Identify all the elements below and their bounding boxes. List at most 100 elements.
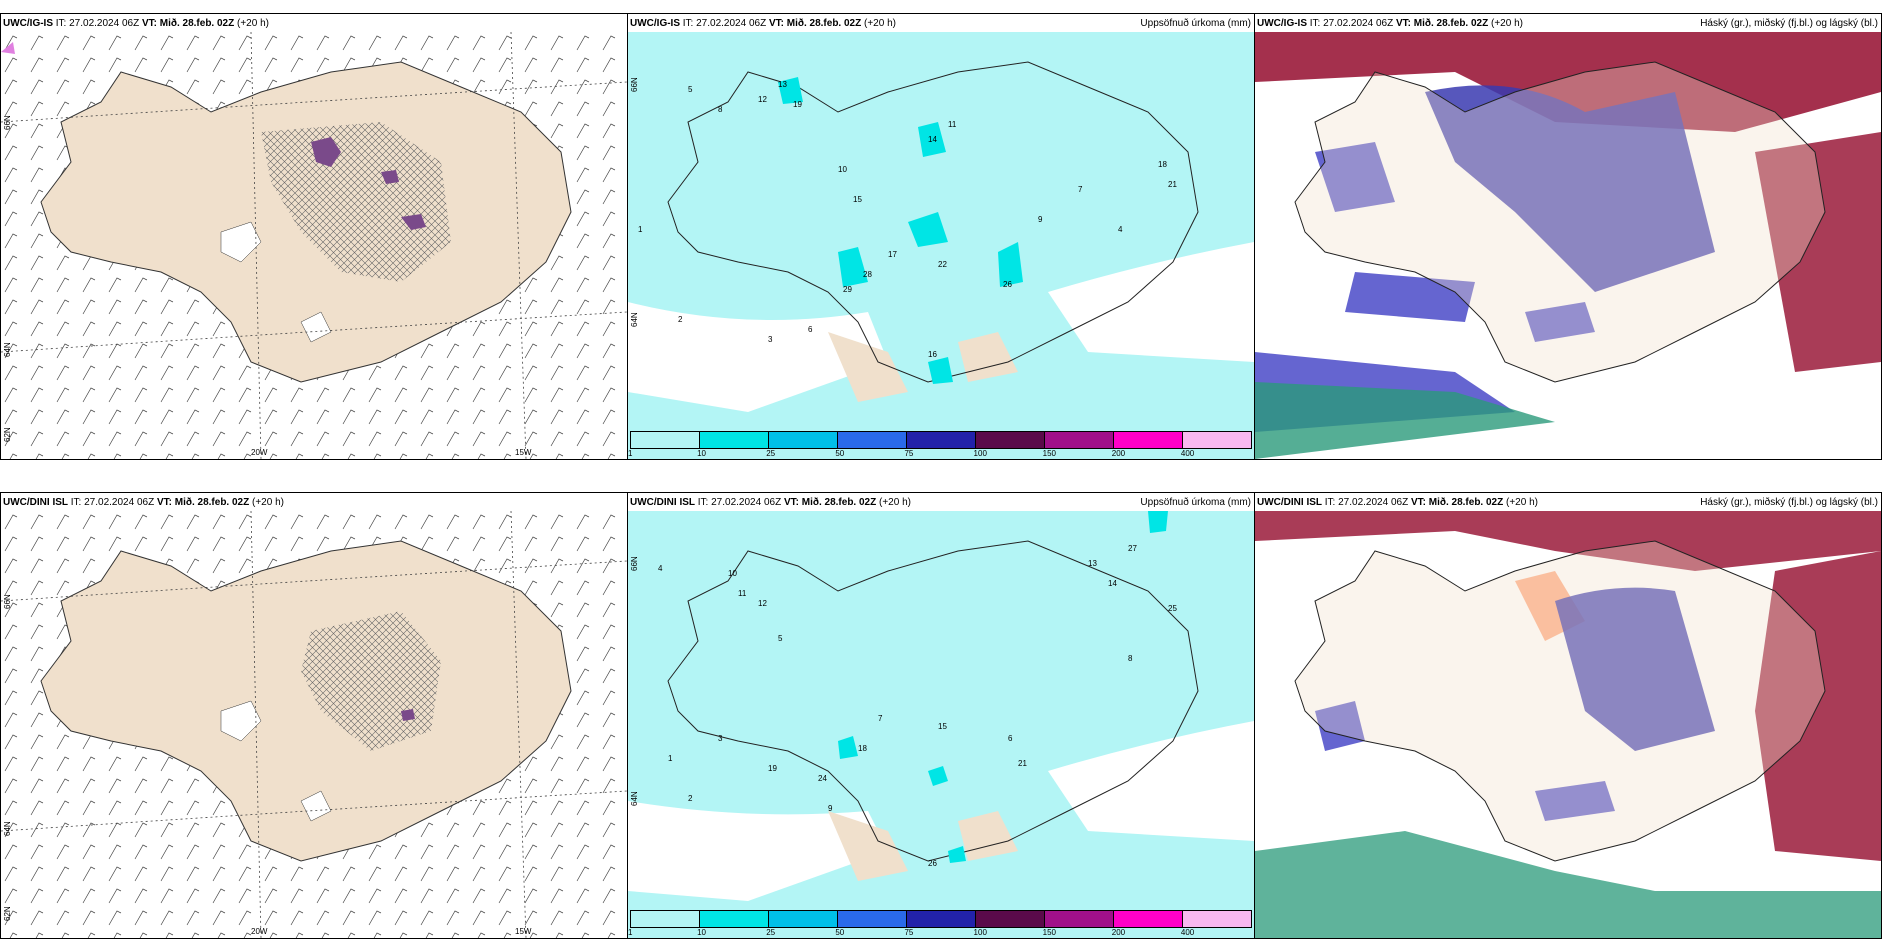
cloud-map-svg: [1255, 32, 1881, 459]
precip-legend: 1 10 25 50 75 100 150 200 400: [628, 431, 1252, 458]
precip-value: 9: [1038, 215, 1043, 224]
lat-label-66: 66N: [3, 594, 12, 609]
legend-tick-label: 400: [1180, 449, 1195, 458]
legend-tick-label: 10: [697, 449, 707, 458]
lat-label-66: 66N: [630, 556, 639, 571]
precip-legend: 1 10 25 50 75 100 150 200 400: [628, 910, 1252, 938]
lat-label-66: 66N: [630, 77, 639, 92]
panel-title: UWC/DINI ISL IT: 27.02.2024 06Z VT: Mið.…: [630, 496, 1251, 510]
precip-values-bottom: 4 10 11 12 13 14 19 15 24 26 18 9 8 7 6 …: [658, 544, 1177, 868]
white-patches: [220, 700, 332, 822]
model-name: UWC/DINI ISL: [1257, 497, 1322, 508]
precip-value: 7: [1078, 185, 1083, 194]
model-name: UWC/DINI ISL: [630, 497, 695, 508]
lat-label-64: 64N: [630, 312, 639, 327]
precip-value: 29: [843, 285, 852, 294]
precip-value: 15: [853, 195, 862, 204]
panel-title: UWC/DINI ISL IT: 27.02.2024 06Z VT: Mið.…: [1257, 496, 1878, 510]
legend-swatch: [1045, 432, 1114, 448]
corner-cell: [1, 42, 15, 54]
panel-title: UWC/IG-IS IT: 27.02.2024 06Z VT: Mið. 28…: [1257, 17, 1878, 31]
lead-time: (+20 h): [879, 497, 911, 508]
precip-value: 13: [778, 80, 787, 89]
precip-value: 17: [888, 250, 897, 259]
panel-cloud-dini: UWC/DINI ISL IT: 27.02.2024 06Z VT: Mið.…: [1254, 492, 1882, 939]
lead-time: (+20 h): [1506, 497, 1538, 508]
precip-value: 14: [928, 135, 937, 144]
wind-map[interactable]: 66N 64N 62N 20W 15W: [1, 32, 627, 459]
no-precip-area-west: [628, 801, 888, 901]
lead-time: (+20 h): [864, 18, 896, 29]
precip-value: 22: [938, 260, 947, 269]
precip-value: 5: [688, 85, 693, 94]
no-precip-area-east: [1048, 721, 1254, 841]
lat-label-64: 64N: [3, 342, 12, 357]
precip-map-svg: 4 10 11 12 13 14 19 15 24 26 18 9 8 7 6 …: [628, 511, 1254, 938]
wind-map-svg: 66N 64N 62N 20W 15W: [1, 511, 627, 938]
panel-title: UWC/IG-IS IT: 27.02.2024 06Z VT: Mið. 28…: [630, 17, 1251, 31]
precip-value: 3: [718, 734, 723, 743]
panel-cloud-igis: UWC/IG-IS IT: 27.02.2024 06Z VT: Mið. 28…: [1254, 13, 1882, 460]
legend-bar: [630, 910, 1252, 928]
lead-time: (+20 h): [1491, 18, 1523, 29]
mid-cloud-patches: [1315, 701, 1615, 821]
legend-tick-label: 1: [628, 449, 633, 458]
model-name: UWC/IG-IS: [3, 18, 53, 29]
legend-tick-label: 150: [1042, 449, 1057, 458]
lon-20w-line: [250, 511, 262, 938]
panel-precip-dini: UWC/DINI ISL IT: 27.02.2024 06Z VT: Mið.…: [627, 492, 1255, 939]
init-time: IT: 27.02.2024 06Z: [70, 497, 155, 508]
precip-value: 7: [878, 714, 883, 723]
legend-ticks: 1 10 25 50 75 100 150 200 400: [628, 928, 1252, 938]
lead-time: (+20 h): [237, 18, 269, 29]
precip-map[interactable]: 5 8 12 13 19 14 11 10 15 22 29 28 17 26 …: [628, 32, 1254, 459]
panel-wind-dini: UWC/DINI ISL IT: 27.02.2024 06Z VT: Mið.…: [0, 492, 628, 939]
lat-64-line: [1, 790, 627, 832]
no-precip-area-west: [628, 302, 888, 412]
high-cloud-north: [1255, 511, 1881, 571]
convection-cells: [401, 709, 415, 721]
legend-swatch: [769, 432, 838, 448]
wind-map[interactable]: 66N 64N 62N 20W 15W: [1, 511, 627, 938]
lon-label-20w: 20W: [251, 448, 268, 457]
precip-map-svg: 5 8 12 13 19 14 11 10 15 22 29 28 17 26 …: [628, 32, 1254, 459]
legend-swatch: [976, 911, 1045, 927]
cloud-map[interactable]: [1255, 511, 1881, 938]
iceland-outline: [1294, 61, 1826, 383]
lon-label-15w: 15W: [515, 448, 532, 457]
legend-tick-label: 50: [835, 449, 845, 458]
cloud-map[interactable]: [1255, 32, 1881, 459]
lon-label-15w: 15W: [515, 927, 532, 936]
precip-value: 2: [678, 315, 683, 324]
high-cloud-north: [1255, 32, 1881, 132]
hatched-region: [261, 122, 451, 282]
lat-label-62: 62N: [3, 906, 12, 921]
precip-value: 8: [1128, 654, 1133, 663]
cloud-map-svg: [1255, 511, 1881, 938]
product-title: Háský (gr.), miðský (fj.bl.) og lágský (…: [1700, 497, 1878, 508]
product-title: Háský (gr.), miðský (fj.bl.) og lágský (…: [1700, 18, 1878, 29]
precip-value: 18: [1158, 160, 1167, 169]
precip-value: 13: [1088, 559, 1097, 568]
legend-tick-label: 200: [1111, 449, 1126, 458]
legend-swatch: [700, 432, 769, 448]
panel-wind-igis: UWC/IG-IS IT: 27.02.2024 06Z VT: Mið. 28…: [0, 13, 628, 460]
lat-64-line: [1, 311, 627, 353]
precip-value: 24: [818, 774, 827, 783]
precip-value: 16: [928, 350, 937, 359]
legend-swatch: [976, 432, 1045, 448]
legend-swatch: [1114, 911, 1183, 927]
model-name: UWC/IG-IS: [630, 18, 680, 29]
iceland-outline: [1294, 540, 1826, 862]
precip-value: 11: [948, 120, 957, 129]
valid-time: VT: Mið. 28.feb. 02Z: [783, 497, 877, 508]
precip-value: 12: [758, 95, 767, 104]
legend-tick-label: 1: [628, 928, 633, 937]
lat-66-line: [1, 560, 627, 602]
precip-value: 5: [778, 634, 783, 643]
precip-value: 11: [738, 589, 747, 598]
legend-tick-label: 50: [835, 928, 845, 937]
precip-value: 1: [638, 225, 643, 234]
precip-map[interactable]: 4 10 11 12 13 14 19 15 24 26 18 9 8 7 6 …: [628, 511, 1254, 938]
no-precip-area-east: [1048, 242, 1254, 362]
